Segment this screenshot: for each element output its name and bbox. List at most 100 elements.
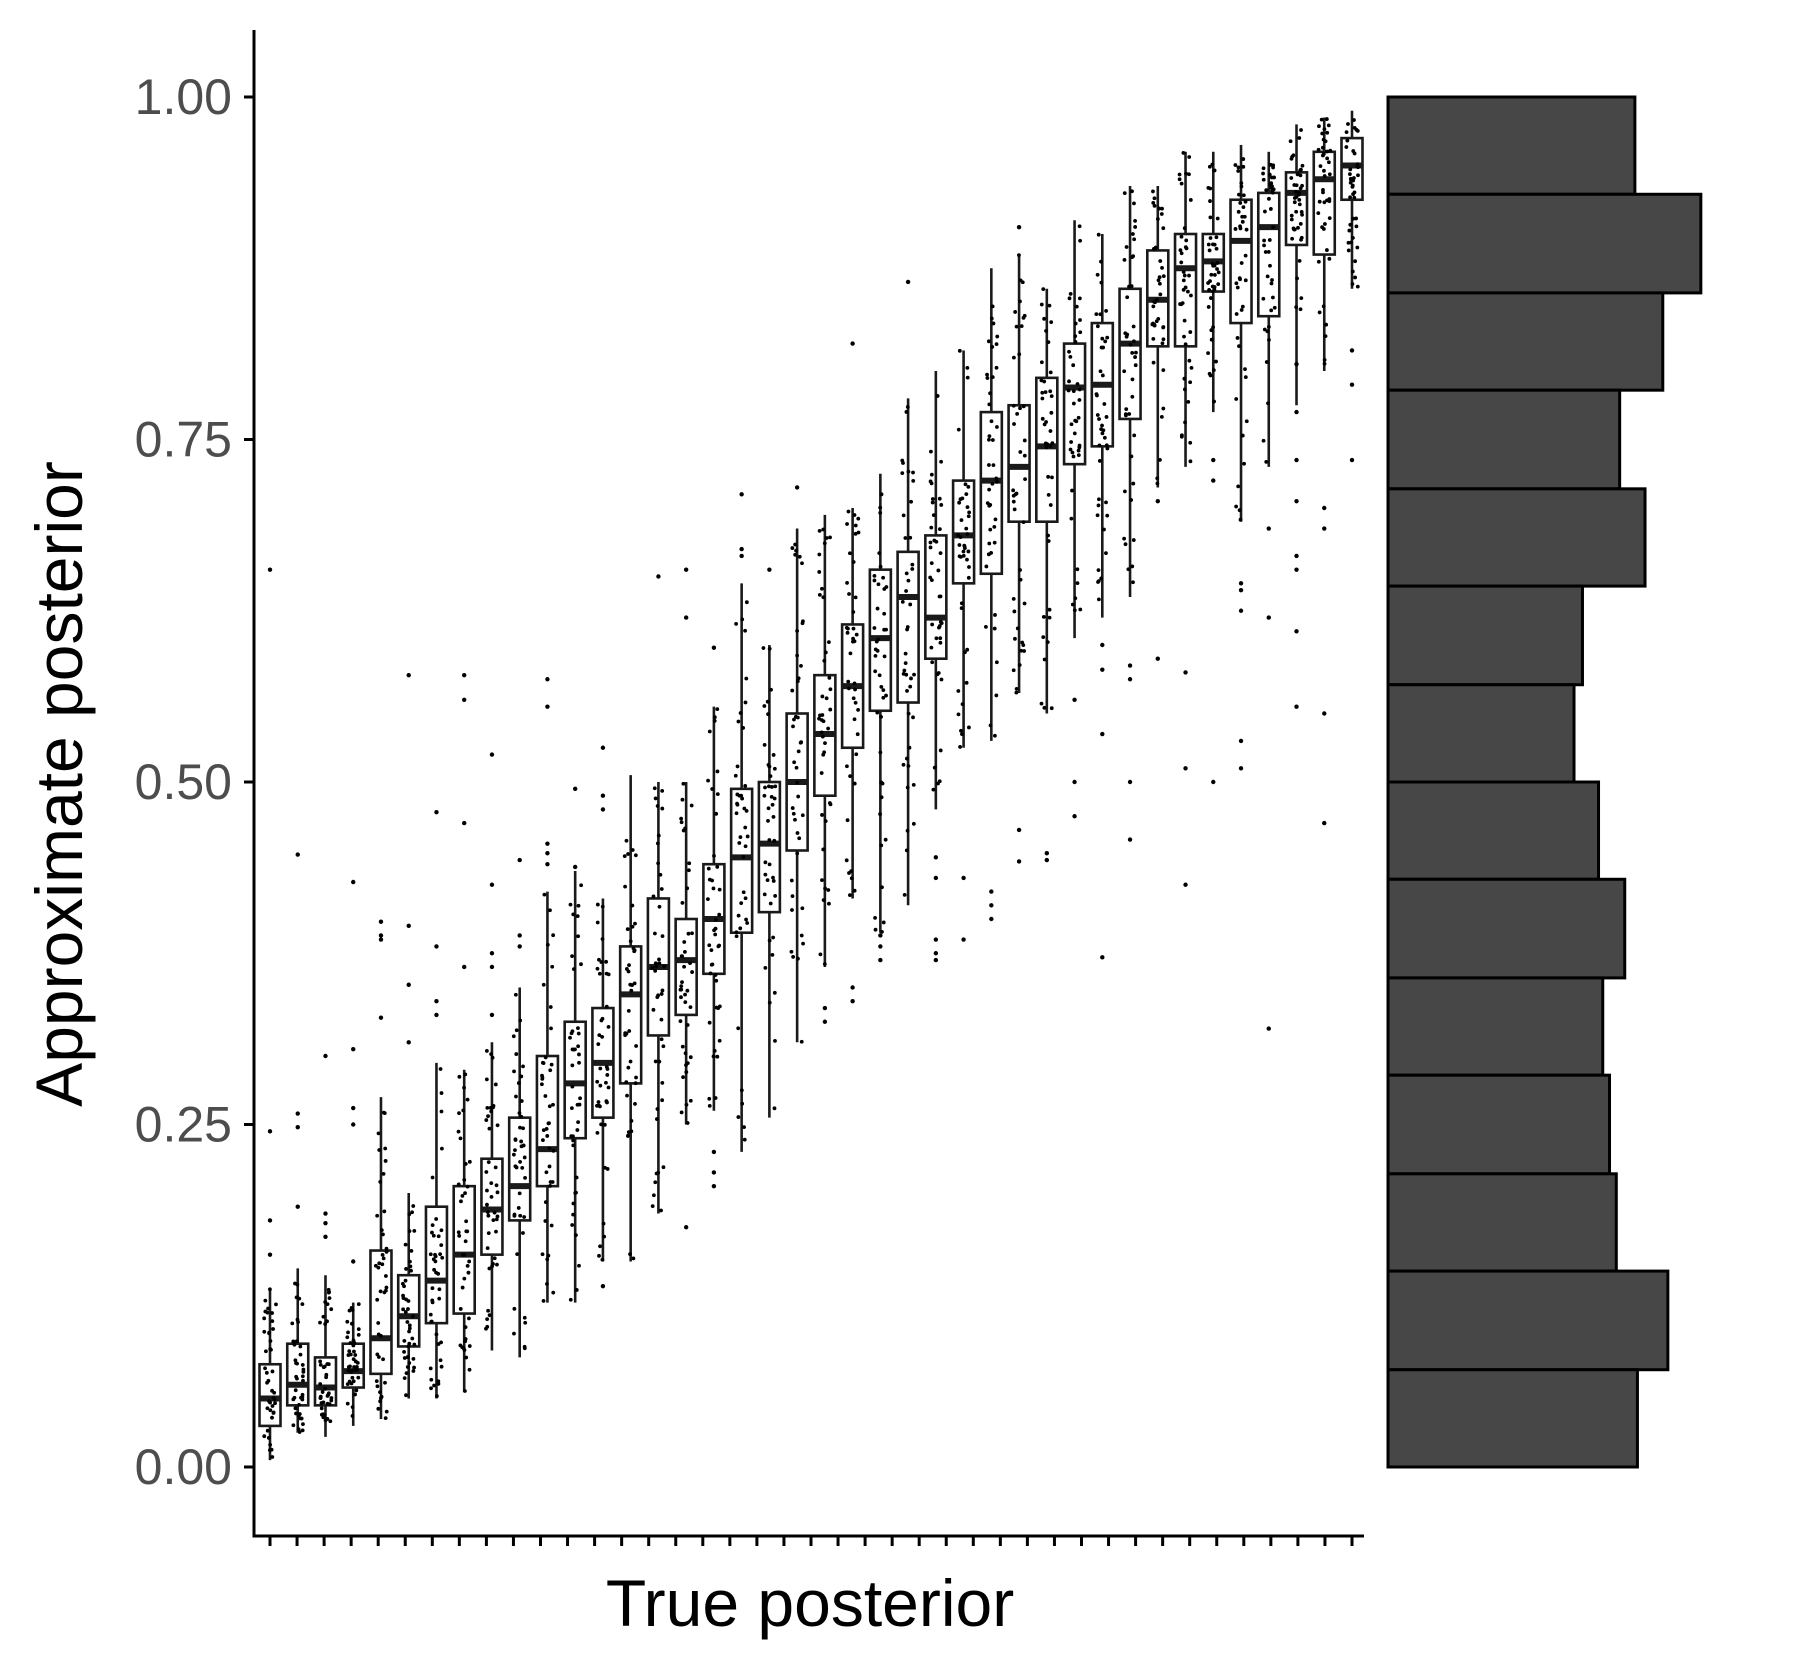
sample-point: [487, 1266, 492, 1271]
sample-point: [1042, 316, 1047, 321]
sample-point: [324, 1375, 329, 1380]
sample-point: [600, 1034, 605, 1039]
sample-point: [657, 1059, 662, 1064]
sample-point: [467, 1367, 472, 1372]
sample-point: [1238, 224, 1242, 229]
sample-point: [679, 987, 684, 992]
outlier-point: [683, 1225, 689, 1230]
sample-point: [963, 650, 967, 655]
outlier-point: [323, 1053, 328, 1059]
sample-point: [1151, 304, 1156, 309]
sample-point: [966, 575, 971, 580]
outlier-point: [1294, 498, 1299, 504]
box-iqr: [285, 1342, 310, 1407]
sample-point: [743, 700, 748, 705]
boxplot: [868, 473, 893, 963]
sample-point: [823, 886, 827, 891]
sample-point: [823, 650, 828, 655]
sample-point: [713, 926, 718, 931]
sample-point: [1215, 261, 1220, 265]
sample-point: [956, 712, 961, 717]
boxplot: [1256, 151, 1281, 1031]
boxplot: [1284, 124, 1309, 709]
sample-point: [459, 1199, 463, 1204]
sample-point: [325, 1302, 330, 1307]
sample-point: [1161, 325, 1166, 330]
sample-point: [707, 729, 712, 734]
sample-point: [995, 334, 1000, 339]
sample-point: [1039, 360, 1044, 365]
outlier-point: [295, 1125, 300, 1130]
sample-point: [407, 1212, 412, 1217]
sample-point: [853, 523, 858, 528]
boxplot: [896, 279, 920, 906]
sample-point: [906, 578, 911, 583]
sample-point: [1131, 538, 1136, 542]
sample-point: [683, 1051, 688, 1056]
sample-point: [1130, 232, 1135, 236]
sample-point: [767, 1000, 772, 1005]
sample-point: [660, 934, 665, 939]
boxplot: [813, 514, 837, 1024]
sample-point: [845, 764, 849, 769]
sample-point: [376, 1406, 381, 1411]
sample-point: [763, 785, 767, 790]
sample-point: [1346, 122, 1350, 126]
sample-point: [1022, 438, 1027, 443]
sample-point: [1240, 304, 1245, 309]
sample-point: [1096, 232, 1101, 237]
sample-point: [660, 788, 665, 793]
sample-point: [711, 886, 716, 891]
sample-point: [1211, 242, 1215, 247]
outlier-point: [1266, 526, 1271, 531]
sample-point: [489, 1052, 494, 1057]
boxplot: [646, 574, 671, 1214]
boxplot: [1118, 186, 1142, 842]
sample-point: [744, 809, 749, 813]
outlier-point: [850, 999, 855, 1004]
sample-point: [822, 658, 827, 663]
sample-point: [432, 1267, 437, 1272]
sample-point: [911, 478, 916, 483]
sample-point: [1348, 222, 1353, 227]
sample-point: [1066, 388, 1071, 393]
sample-point: [626, 852, 630, 856]
sample-point: [353, 1368, 358, 1373]
sample-point: [792, 717, 796, 722]
boxplot: [1229, 144, 1253, 771]
sample-point: [1241, 157, 1246, 161]
sample-point: [1077, 443, 1082, 448]
sample-point: [1130, 564, 1135, 569]
sample-point: [327, 1296, 332, 1301]
sample-point: [879, 843, 884, 848]
sample-point: [325, 1362, 330, 1366]
sample-point: [1241, 164, 1246, 169]
sample-point: [1207, 288, 1212, 292]
sample-point: [938, 551, 943, 556]
outlier-point: [1100, 955, 1105, 960]
sample-point: [1011, 488, 1016, 493]
sample-point: [541, 982, 546, 987]
sample-point: [963, 482, 968, 487]
sample-point: [1243, 199, 1248, 204]
sample-point: [1322, 168, 1326, 173]
outlier-point: [767, 567, 772, 572]
sample-point: [1269, 175, 1274, 180]
sample-point: [319, 1406, 324, 1411]
sample-point: [650, 966, 655, 970]
sample-point: [293, 1406, 298, 1411]
sample-point: [1124, 245, 1129, 249]
sample-point: [1188, 380, 1193, 385]
sample-point: [873, 927, 878, 932]
sample-point: [516, 1206, 521, 1210]
sample-point: [659, 887, 664, 891]
sample-point: [263, 1298, 268, 1303]
sample-point: [682, 964, 686, 969]
sample-point: [263, 1366, 267, 1371]
sample-point: [1102, 527, 1106, 532]
sample-point: [1071, 454, 1076, 459]
sample-point: [625, 927, 630, 932]
sample-point: [713, 973, 718, 977]
sample-point: [820, 713, 825, 717]
sample-point: [762, 793, 767, 798]
